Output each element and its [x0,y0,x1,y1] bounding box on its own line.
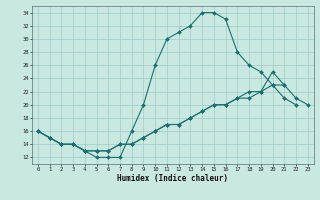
X-axis label: Humidex (Indice chaleur): Humidex (Indice chaleur) [117,174,228,183]
